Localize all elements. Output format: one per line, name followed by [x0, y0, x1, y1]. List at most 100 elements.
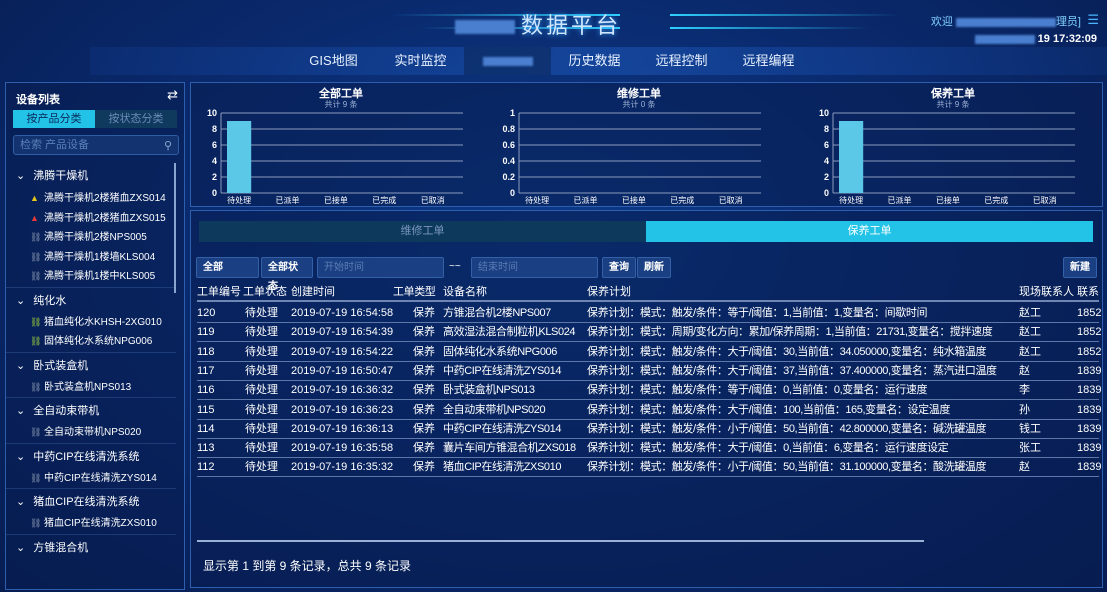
column-header[interactable]: 设备名称: [443, 286, 487, 298]
tree-device-item[interactable]: ⛓ 沸腾干燥机1楼中KLS005: [6, 267, 176, 287]
tree-device-item[interactable]: ⛓ 中药CIP在线清洗ZYS014: [6, 469, 176, 489]
tree-device-item[interactable]: ⛓ 全自动束带机NPS020: [6, 423, 176, 443]
device-search-input[interactable]: 检索 产品设备 ⚲: [13, 135, 179, 155]
redacted-logo-text: [455, 20, 515, 35]
table-row[interactable]: 115 待处理 2019-07-19 16:36:23 保养 全自动束带机NPS020 保…: [197, 401, 1101, 420]
bar: [839, 121, 864, 193]
table-cell: 李: [1019, 384, 1030, 397]
x-tick-label: 已派单: [888, 195, 912, 205]
y-tick-label: 0: [824, 188, 829, 198]
table-row[interactable]: 113 待处理 2019-07-19 16:35:58 保养 囊片车间方锥混合机ZXS0…: [197, 439, 1101, 459]
end-time-input[interactable]: 结束时间: [471, 257, 598, 278]
chevron-down-icon[interactable]: ⌄: [16, 496, 26, 508]
nav-remote-control[interactable]: 远程控制: [655, 53, 708, 68]
table-cell: 固体纯化水系统NPG006: [443, 345, 557, 358]
y-tick-label: 1: [510, 108, 515, 118]
tree-group[interactable]: ⌄ 纯化水: [6, 286, 176, 313]
chevron-down-icon[interactable]: ⌄: [16, 170, 26, 182]
tree-group[interactable]: ⌄ 卧式装盒机: [6, 351, 176, 378]
chart-title: 全部工单: [319, 88, 363, 100]
tree-device-item[interactable]: ⛓ 猪血纯化水KHSH-2XG010: [6, 313, 176, 333]
table-row[interactable]: 118 待处理 2019-07-19 16:54:22 保养 固体纯化水系统NPG006…: [197, 343, 1101, 362]
tree-group[interactable]: ⌄ 方锥混合机: [6, 533, 176, 560]
chevron-down-icon[interactable]: ⌄: [16, 405, 26, 417]
tab-repair-orders[interactable]: 维修工单: [199, 221, 646, 242]
tree-group-label: 中药CIP在线清洗系统: [33, 450, 140, 463]
link-broken-icon: ⛓: [30, 472, 42, 483]
start-time-input[interactable]: 开始时间: [317, 257, 444, 278]
table-row[interactable]: 120 待处理 2019-07-19 16:54:58 保养 方锥混合机2楼NPS007…: [197, 304, 1102, 323]
nav-redacted-active[interactable]: [464, 47, 551, 75]
table-row[interactable]: 112 待处理 2019-07-19 16:35:32 保养 猪血CIP在线清洗ZXS0…: [197, 458, 1101, 478]
date-suffix: 19: [1037, 33, 1050, 45]
nav-remote-programming[interactable]: 远程编程: [742, 53, 795, 68]
tab-by-product[interactable]: 按产品分类: [13, 110, 95, 128]
column-header[interactable]: 工单状态: [243, 286, 287, 298]
chevron-down-icon[interactable]: ⌄: [16, 541, 26, 554]
table-cell: 2019-07-19 16:36:32: [291, 384, 394, 397]
chart-subtitle: 共计 0 条: [622, 100, 656, 109]
table-row[interactable]: 119 待处理 2019-07-19 16:54:39 保养 高效湿法混合制粒机KLS0…: [197, 323, 1102, 343]
tree-device-item[interactable]: ▲ 沸腾干燥机2楼猪血ZXS015: [6, 209, 176, 229]
tree-group[interactable]: ⌄ 猪血CIP在线清洗系统: [6, 488, 176, 514]
table-cell: 保养计划：模式：触发/条件：小于/阈值：50,当前值：42.800000,变量名…: [587, 422, 987, 435]
table-cell: 1852: [1077, 307, 1102, 319]
welcome-label: 欢迎: [930, 16, 953, 28]
nav-gis-map[interactable]: GIS地图: [309, 53, 358, 68]
sidebar-scrollbar[interactable]: [174, 163, 176, 293]
table-horizontal-scrollbar[interactable]: [197, 540, 924, 542]
x-tick-label: 已接单: [324, 195, 348, 205]
column-header[interactable]: 工单编号: [197, 286, 241, 298]
tree-device-item[interactable]: ⛓ 固体纯化水系统NPG006: [6, 332, 176, 352]
tab-maintenance-orders[interactable]: 保养工单: [646, 221, 1093, 242]
type-select[interactable]: 全部: [196, 257, 259, 278]
table-cell: 全自动束带机NPS020: [443, 403, 546, 416]
table-row[interactable]: 117 待处理 2019-07-19 16:50:47 保养 中药CIP在线清洗ZYS0…: [197, 362, 1101, 381]
tree-group[interactable]: ⌄ 沸腾干燥机: [6, 163, 176, 189]
y-tick-label: 2: [824, 172, 829, 182]
tree-device-item[interactable]: ⛓ 沸腾干燥机2楼NPS005: [6, 228, 176, 248]
tree-device-item[interactable]: ⛓ 猪血CIP在线清洗ZXS010: [6, 514, 176, 534]
tree-group[interactable]: ⌄ 全自动束带机: [6, 397, 176, 423]
table-cell: 保养计划：模式：触发/条件：大于/阈值：100,当前值：165,变量名：设定温度: [587, 403, 950, 416]
tree-device-item[interactable]: ⛓ 沸腾干燥机1楼墙KLS004: [6, 248, 176, 268]
chevron-down-icon[interactable]: ⌄: [16, 359, 26, 372]
main-nav: GIS地图 实时监控 历史数据 远程控制 远程编程: [90, 47, 1107, 75]
x-tick-label: 已完成: [372, 195, 396, 205]
nav-realtime-monitor[interactable]: 实时监控: [394, 53, 447, 68]
new-button[interactable]: 新建: [1063, 257, 1097, 278]
chevron-down-icon[interactable]: ⌄: [16, 450, 26, 463]
chevron-down-icon[interactable]: ⌄: [16, 294, 26, 307]
table-cell: 保养计划：模式：周期/变化方向：累加/保养周期：1,当前值：21731,变量名：…: [587, 326, 993, 339]
table-cell: 2019-07-19 16:54:22: [291, 345, 394, 358]
table-cell: 2019-07-19 16:36:13: [291, 422, 394, 435]
search-icon[interactable]: ⚲: [163, 140, 172, 152]
column-header[interactable]: 保养计划: [587, 286, 631, 298]
column-header[interactable]: 联系: [1077, 286, 1099, 298]
nav-history-data[interactable]: 历史数据: [568, 53, 621, 68]
status-select[interactable]: 全部状态: [261, 257, 313, 292]
tree-device-item[interactable]: ▲ 沸腾干燥机2楼猪血ZXS014: [6, 189, 176, 209]
refresh-button[interactable]: 刷新: [637, 257, 671, 278]
x-tick-label: 待处理: [839, 195, 863, 205]
redacted-username: [955, 17, 1056, 27]
tab-by-status[interactable]: 按状态分类: [95, 110, 177, 128]
device-label: 猪血CIP在线清洗ZXS010: [44, 518, 157, 529]
column-header[interactable]: 创建时间: [291, 286, 335, 298]
table-row[interactable]: 116 待处理 2019-07-19 16:36:32 保养 卧式装盒机NPS013 保养…: [197, 381, 1101, 401]
table-cell: 保养计划：模式：触发/条件：等于/阈值：0,当前值：0,变量名：运行速度: [587, 384, 928, 397]
tree-group[interactable]: ⌄ 中药CIP在线清洗系统: [6, 442, 176, 469]
tree-device-item[interactable]: ⛓ 卧式装盒机NPS013: [6, 378, 176, 398]
table-cell: 保养: [413, 442, 435, 455]
swap-icon[interactable]: ⇄: [167, 87, 178, 102]
table-cell: 赵工: [1019, 345, 1041, 358]
device-label: 固体纯化水系统NPG006: [44, 336, 153, 347]
query-button[interactable]: 查询: [602, 257, 636, 278]
table-row[interactable]: 114 待处理 2019-07-19 16:36:13 保养 中药CIP在线清洗ZYS0…: [197, 420, 1101, 439]
menu-icon[interactable]: ☰: [1087, 12, 1099, 27]
column-header[interactable]: 现场联系人: [1019, 286, 1074, 298]
table-cell: 赵: [1019, 461, 1030, 474]
tree-group-label: 方锥混合机: [33, 541, 89, 554]
column-header[interactable]: 工单类型: [393, 286, 436, 298]
table-cell: 1852: [1077, 326, 1102, 339]
